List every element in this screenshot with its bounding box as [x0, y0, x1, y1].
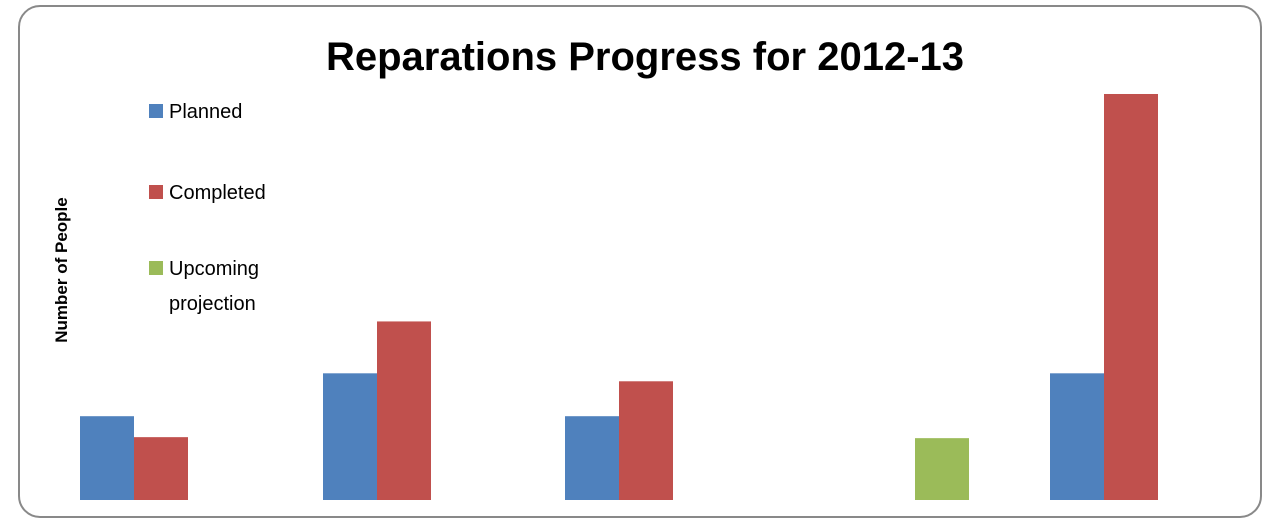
- bar-planned-1: [80, 416, 134, 500]
- legend-swatch-1: [149, 104, 163, 118]
- legend-label-3-line-2: projection: [169, 293, 256, 315]
- bar-completed-2: [377, 321, 431, 500]
- y-axis-label: Number of People: [52, 197, 71, 342]
- chart-title: Reparations Progress for 2012-13: [326, 35, 964, 79]
- legend-swatch-2: [149, 185, 163, 199]
- bar-completed-3: [619, 381, 673, 500]
- bar-planned-5: [1050, 373, 1104, 500]
- bar-upcoming-projection-4: [915, 438, 969, 500]
- bars: [80, 93, 1158, 501]
- legend-label-2: Completed: [169, 182, 266, 204]
- bar-planned-3: [565, 416, 619, 500]
- legend-label-3-line-1: Upcoming: [169, 258, 259, 280]
- legend: Planned Completed Upcoming projection: [149, 101, 266, 315]
- legend-label-1: Planned: [169, 101, 242, 123]
- legend-swatch-3: [149, 261, 163, 275]
- bar-completed-1: [134, 437, 188, 500]
- bar-planned-2: [323, 373, 377, 500]
- bar-completed-5: [1104, 93, 1158, 501]
